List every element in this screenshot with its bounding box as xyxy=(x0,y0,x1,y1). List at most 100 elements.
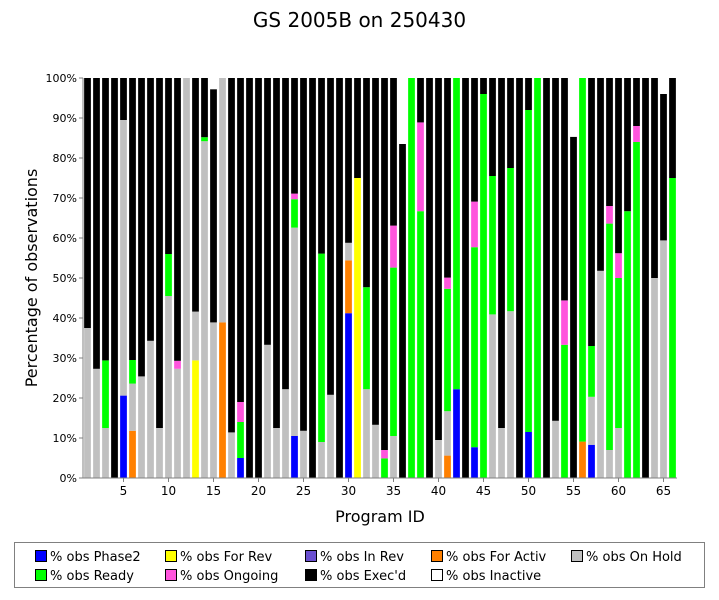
bar-segment-p4-s7 xyxy=(111,78,118,478)
legend-item: % obs Ongoing xyxy=(165,569,278,584)
bar-segment-p13-s7 xyxy=(192,78,199,312)
bar-segment-p44-s6 xyxy=(471,201,478,248)
bar-segment-p33-s4 xyxy=(372,424,379,478)
bar-segment-p22-s7 xyxy=(273,78,280,428)
x-ticks-layer: 5 10 15 20 25 30 35 40 45 50 55 60 65 xyxy=(120,478,671,498)
bar-segment-p11-s7 xyxy=(174,78,181,361)
legend-item: % obs In Rev xyxy=(305,550,404,565)
bar-segment-p28-s7 xyxy=(327,78,334,395)
bar-segment-p21-s4 xyxy=(264,344,271,478)
bar-segment-p38-s7 xyxy=(417,78,424,123)
legend-item: % obs For Activ xyxy=(431,550,546,565)
legend-label: % obs For Activ xyxy=(446,550,547,565)
bar-segment-p34-s7 xyxy=(381,78,388,450)
bar-segment-p32-s4 xyxy=(363,389,370,478)
bar-segment-p5-s7 xyxy=(120,78,127,120)
legend-swatch xyxy=(305,569,317,581)
x-tick-label: 25 xyxy=(296,484,311,498)
bar-segment-p6-s3 xyxy=(129,430,136,478)
bar-segment-p18-s6 xyxy=(237,402,244,422)
bar-segment-p54-s5 xyxy=(561,344,568,478)
bar-segment-p59-s6 xyxy=(606,206,613,224)
bar-segment-p48-s5 xyxy=(507,168,514,312)
bar-segment-p17-s7 xyxy=(228,78,235,433)
bar-segment-p24-s7 xyxy=(291,78,298,194)
bar-segment-p53-s7 xyxy=(552,78,559,421)
y-tick-label: 90% xyxy=(53,112,77,125)
bar-segment-p5-s4 xyxy=(120,120,127,396)
y-tick-label: 20% xyxy=(53,392,77,405)
y-tick-label: 50% xyxy=(53,272,77,285)
bar-segment-p46-s7 xyxy=(489,78,496,176)
bar-segment-p54-s7 xyxy=(561,78,568,301)
bar-segment-p33-s7 xyxy=(372,78,379,425)
bar-segment-p54-s6 xyxy=(561,300,568,345)
bar-segment-p50-s7 xyxy=(525,78,532,110)
bar-segment-p57-s0 xyxy=(588,444,595,478)
bar-segment-p51-s5 xyxy=(534,78,541,478)
legend-item: % obs Exec'd xyxy=(305,569,406,584)
bar-segment-p53-s4 xyxy=(552,420,559,478)
legend-swatch xyxy=(571,550,583,562)
bar-segment-p6-s7 xyxy=(129,78,136,360)
y-axis-label: Percentage of observations xyxy=(22,169,41,388)
legend-label: % obs Ready xyxy=(50,569,134,584)
legend-label: % obs Phase2 xyxy=(50,550,141,565)
bar-segment-p31-s1 xyxy=(354,178,361,478)
bar-segment-p48-s7 xyxy=(507,78,514,168)
bar-segment-p32-s5 xyxy=(363,287,370,390)
bar-segment-p13-s1 xyxy=(192,360,199,478)
legend-label: % obs Inactive xyxy=(446,569,542,584)
bar-segment-p40-s7 xyxy=(435,78,442,440)
bar-segment-p46-s4 xyxy=(489,314,496,478)
bar-segment-p30-s3 xyxy=(345,260,352,314)
bar-segment-p65-s4 xyxy=(660,240,667,478)
bar-segment-p32-s7 xyxy=(363,78,370,288)
bar-segment-p35-s4 xyxy=(390,436,397,478)
bar-segment-p18-s0 xyxy=(237,458,244,478)
bar-segment-p34-s6 xyxy=(381,450,388,459)
legend-swatch xyxy=(431,569,443,581)
x-tick-label: 55 xyxy=(566,484,581,498)
bar-segment-p61-s7 xyxy=(624,78,631,212)
bar-segment-p49-s7 xyxy=(516,78,523,478)
bar-segment-p16-s3 xyxy=(219,322,226,478)
bar-segment-p14-s5 xyxy=(201,137,208,142)
bar-segment-p18-s7 xyxy=(237,78,244,402)
bar-segment-p35-s5 xyxy=(390,267,397,436)
bar-segment-p2-s4 xyxy=(93,368,100,478)
bar-segment-p28-s4 xyxy=(327,394,334,478)
bar-segment-p42-s5 xyxy=(453,78,460,390)
bar-segment-p25-s4 xyxy=(300,430,307,478)
bar-segment-p24-s0 xyxy=(291,436,298,478)
legend-swatch xyxy=(431,550,443,562)
bar-segment-p62-s5 xyxy=(633,142,640,478)
bar-segment-p22-s4 xyxy=(273,428,280,478)
bar-segment-p34-s5 xyxy=(381,458,388,478)
bar-segment-p36-s7 xyxy=(399,144,406,478)
bar-segment-p47-s7 xyxy=(498,78,505,428)
legend-swatch xyxy=(165,550,177,562)
bar-segment-p16-s4 xyxy=(219,78,226,323)
bar-segment-p39-s7 xyxy=(426,78,433,478)
bar-segment-p3-s7 xyxy=(102,78,109,361)
legend-item: % obs Inactive xyxy=(431,569,541,584)
bar-segment-p38-s5 xyxy=(417,211,424,478)
bar-segment-p47-s4 xyxy=(498,428,505,478)
y-tick-label: 80% xyxy=(53,152,77,165)
legend-swatch xyxy=(305,550,317,562)
legend-swatch xyxy=(35,569,47,581)
bar-segment-p60-s4 xyxy=(615,428,622,478)
legend-label: % obs In Rev xyxy=(320,550,404,565)
bar-segment-p27-s7 xyxy=(318,78,325,254)
bar-segment-p66-s5 xyxy=(669,178,676,478)
y-tick-label: 60% xyxy=(53,232,77,245)
bar-segment-p62-s7 xyxy=(633,78,640,126)
bar-segment-p43-s7 xyxy=(462,78,469,478)
bar-segment-p20-s7 xyxy=(255,78,262,478)
bar-segment-p24-s4 xyxy=(291,227,298,436)
bar-segment-p27-s5 xyxy=(318,253,325,442)
bar-segment-p6-s5 xyxy=(129,360,136,384)
bar-segment-p59-s7 xyxy=(606,78,613,206)
bar-segment-p50-s5 xyxy=(525,110,532,432)
